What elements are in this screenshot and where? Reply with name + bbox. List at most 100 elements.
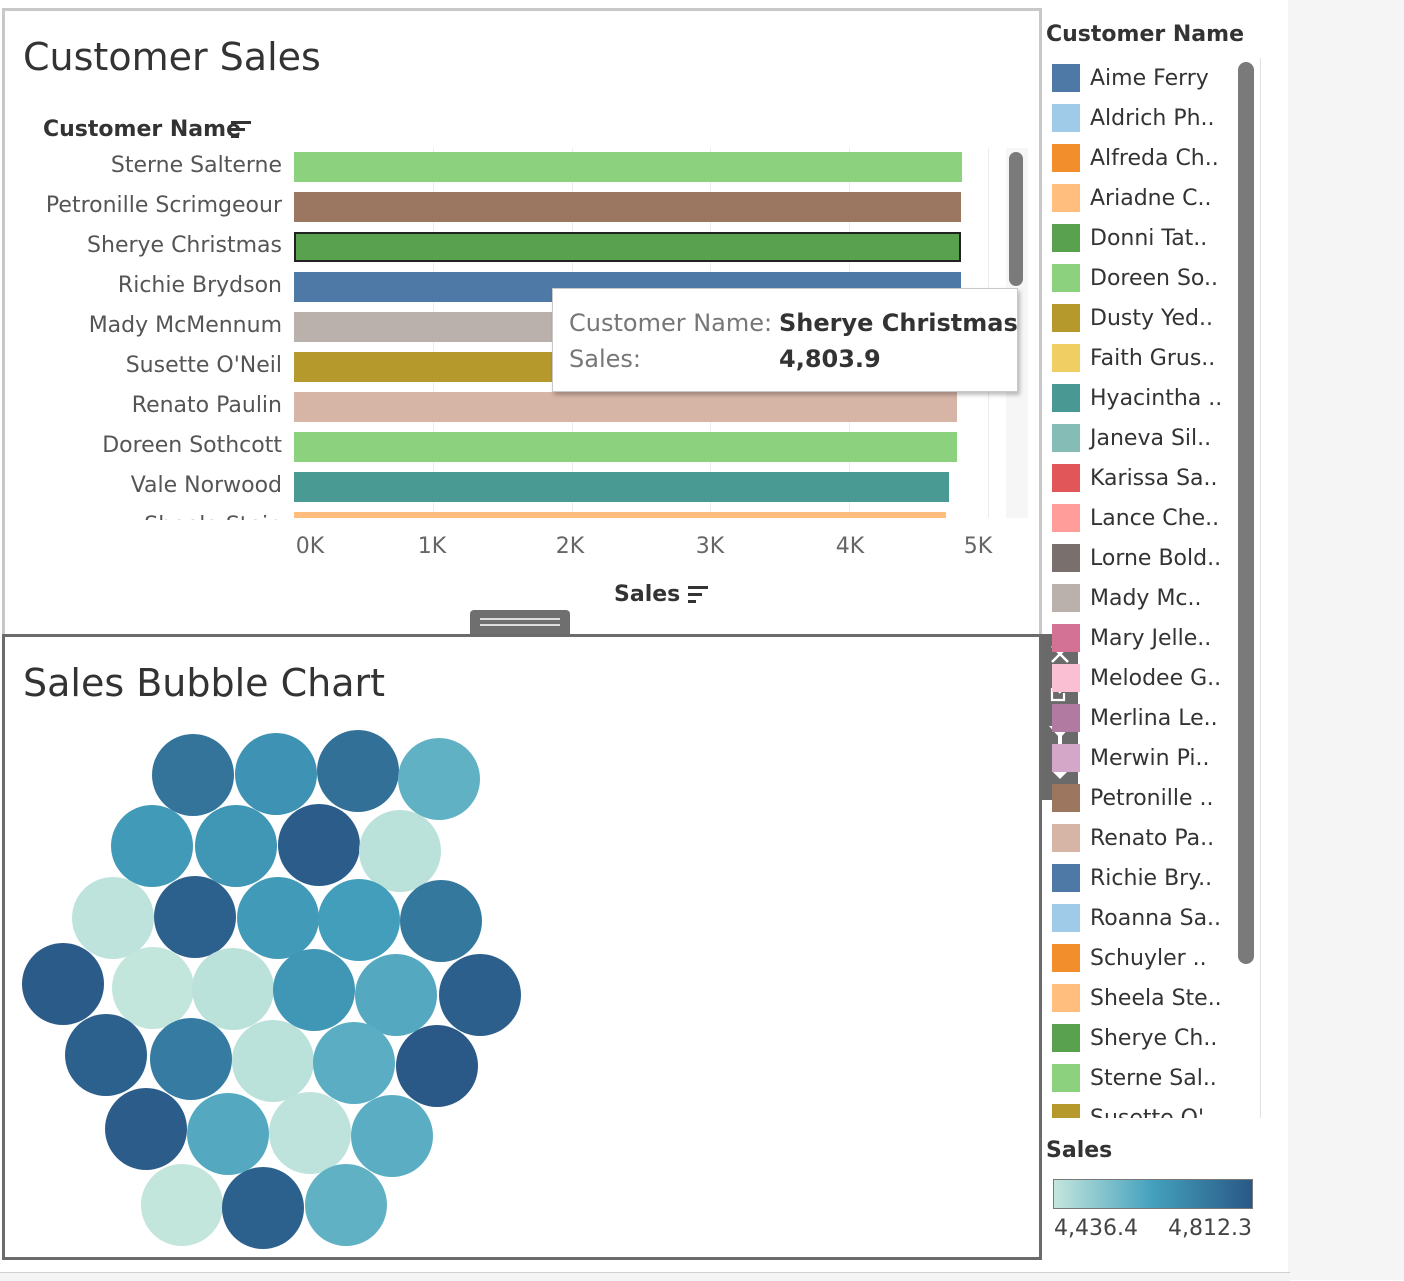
category-labels: Sterne Salterne Petronille Scrimgeour Sher… [0,0,282,520]
more-options-button[interactable] [1042,756,1078,796]
legend-label: Merwin Pi.. [1090,745,1210,771]
legend-swatch [1052,624,1080,652]
legend-swatch [1052,424,1080,452]
chevron-down-icon [1053,772,1067,779]
legend-item[interactable]: Mady Mc.. [1052,578,1202,618]
sheet-title: Sales Bubble Chart [23,661,386,705]
category-label[interactable]: Sterne Salterne [110,153,282,178]
legend-item[interactable]: Doreen So.. [1052,258,1218,298]
legend-label: Lance Che.. [1090,505,1220,531]
legend-label: Richie Bry.. [1090,865,1213,891]
legend-item[interactable]: Lorne Bold.. [1052,538,1221,578]
legend-item[interactable]: Dusty Yed.. [1052,298,1213,338]
bar[interactable] [294,472,950,502]
legend-swatch [1052,664,1080,692]
legend-item[interactable]: Hyacintha .. [1052,378,1222,418]
bar[interactable] [294,392,958,422]
category-label[interactable]: Doreen Sothcott [102,433,282,458]
bar[interactable] [294,512,947,518]
legend-swatch [1052,1104,1080,1118]
resize-handle[interactable] [470,610,570,634]
tooltip: Customer Name: Sherye Christmas Sales: 4… [552,288,1018,392]
bar[interactable] [294,432,958,462]
color-legend[interactable]: Aime Ferry Aldrich Ph.. Alfreda Ch.. Ariadn… [1046,58,1261,1118]
legend-swatch [1052,1024,1080,1052]
category-label[interactable]: Mady McMennum [88,313,282,338]
legend-item[interactable]: Karissa Sa.. [1052,458,1218,498]
legend-item[interactable]: Lance Che.. [1052,498,1219,538]
tooltip-name-value: Sherye Christmas [779,309,1018,337]
legend-item[interactable]: Sherye Ch.. [1052,1018,1217,1058]
category-label[interactable]: Susette O'Neil [125,353,282,378]
category-label[interactable]: Sheela Stein [144,513,282,520]
bar[interactable] [294,152,962,182]
legend-item[interactable]: Sterne Sal.. [1052,1058,1217,1098]
tooltip-sales-value: 4,803.9 [779,345,881,373]
category-label[interactable]: Vale Norwood [130,473,282,498]
tooltip-name-key: Customer Name: [569,309,773,337]
x-tick-label: 5K [963,534,993,559]
chart-scrollbar-thumb[interactable] [1009,152,1023,286]
legend-scrollbar[interactable] [1238,62,1254,964]
color-legend-title: Customer Name [1046,22,1244,47]
legend-swatch [1052,984,1080,1012]
bar[interactable] [294,192,962,222]
sales-max-label: 4,812.3 [1168,1216,1252,1241]
legend-label: Faith Grus.. [1090,345,1216,371]
legend-item[interactable]: Aldrich Ph.. [1052,98,1215,138]
legend-label: Ariadne C.. [1090,185,1212,211]
category-label[interactable]: Sherye Christmas [87,233,282,258]
category-label[interactable]: Renato Paulin [131,393,282,418]
legend-item[interactable]: Merlina Le.. [1052,698,1218,738]
legend-label: Mady Mc.. [1090,585,1202,611]
sort-icon[interactable] [231,121,251,139]
legend-item[interactable]: Ariadne C.. [1052,178,1211,218]
sheet-tab-strip [0,1272,1290,1281]
legend-item[interactable]: Sheela Ste.. [1052,978,1222,1018]
bubble-chart-sheet[interactable]: Sales Bubble Chart [2,634,1042,1260]
legend-label: Lorne Bold.. [1090,545,1222,571]
legend-item[interactable]: Roanna Sa.. [1052,898,1221,938]
legend-label: Alfreda Ch.. [1090,145,1219,171]
legend-item[interactable]: Donni Tat.. [1052,218,1207,258]
x-tick-label: 1K [417,534,447,559]
legend-item[interactable]: Mary Jelle.. [1052,618,1211,658]
legend-swatch [1052,104,1080,132]
legend-item[interactable]: Janeva Sil.. [1052,418,1211,458]
legend-swatch [1052,304,1080,332]
legend-swatch [1052,544,1080,572]
legend-item[interactable]: Melodee G.. [1052,658,1221,698]
category-label[interactable]: Petronille Scrimgeour [45,193,282,218]
legend-swatch [1052,864,1080,892]
legend-swatch [1052,944,1080,972]
x-tick-label: 0K [295,534,325,559]
legend-item[interactable]: Susette O'.. [1052,1098,1218,1118]
legend-swatch [1052,344,1080,372]
legend-item[interactable]: Schuyler .. [1052,938,1207,978]
bar[interactable] [294,232,961,262]
legend-item[interactable]: Merwin Pi.. [1052,738,1210,778]
legend-item[interactable]: Renato Pa.. [1052,818,1214,858]
legend-item[interactable]: Aime Ferry [1052,58,1209,98]
legend-label: Aldrich Ph.. [1090,105,1215,131]
category-label[interactable]: Richie Brydson [117,273,282,298]
legend-item[interactable]: Faith Grus.. [1052,338,1215,378]
sort-icon[interactable] [688,586,708,604]
legend-swatch [1052,224,1080,252]
sheet-title: Customer Sales [23,35,321,79]
legend-label: Sterne Sal.. [1090,1065,1217,1091]
legend-item[interactable]: Petronille .. [1052,778,1213,818]
x-tick-label: 2K [555,534,585,559]
legend-swatch [1052,824,1080,852]
legend-label: Schuyler .. [1090,945,1207,971]
sales-legend-title: Sales [1046,1138,1113,1163]
legend-item[interactable]: Alfreda Ch.. [1052,138,1219,178]
legend-swatch [1052,184,1080,212]
legend-swatch [1052,464,1080,492]
legend-swatch [1052,784,1080,812]
legend-label: Donni Tat.. [1090,225,1208,251]
legend-label: Sheela Ste.. [1090,985,1222,1011]
legend-swatch [1052,384,1080,412]
sales-color-ramp [1053,1179,1253,1209]
legend-item[interactable]: Richie Bry.. [1052,858,1212,898]
